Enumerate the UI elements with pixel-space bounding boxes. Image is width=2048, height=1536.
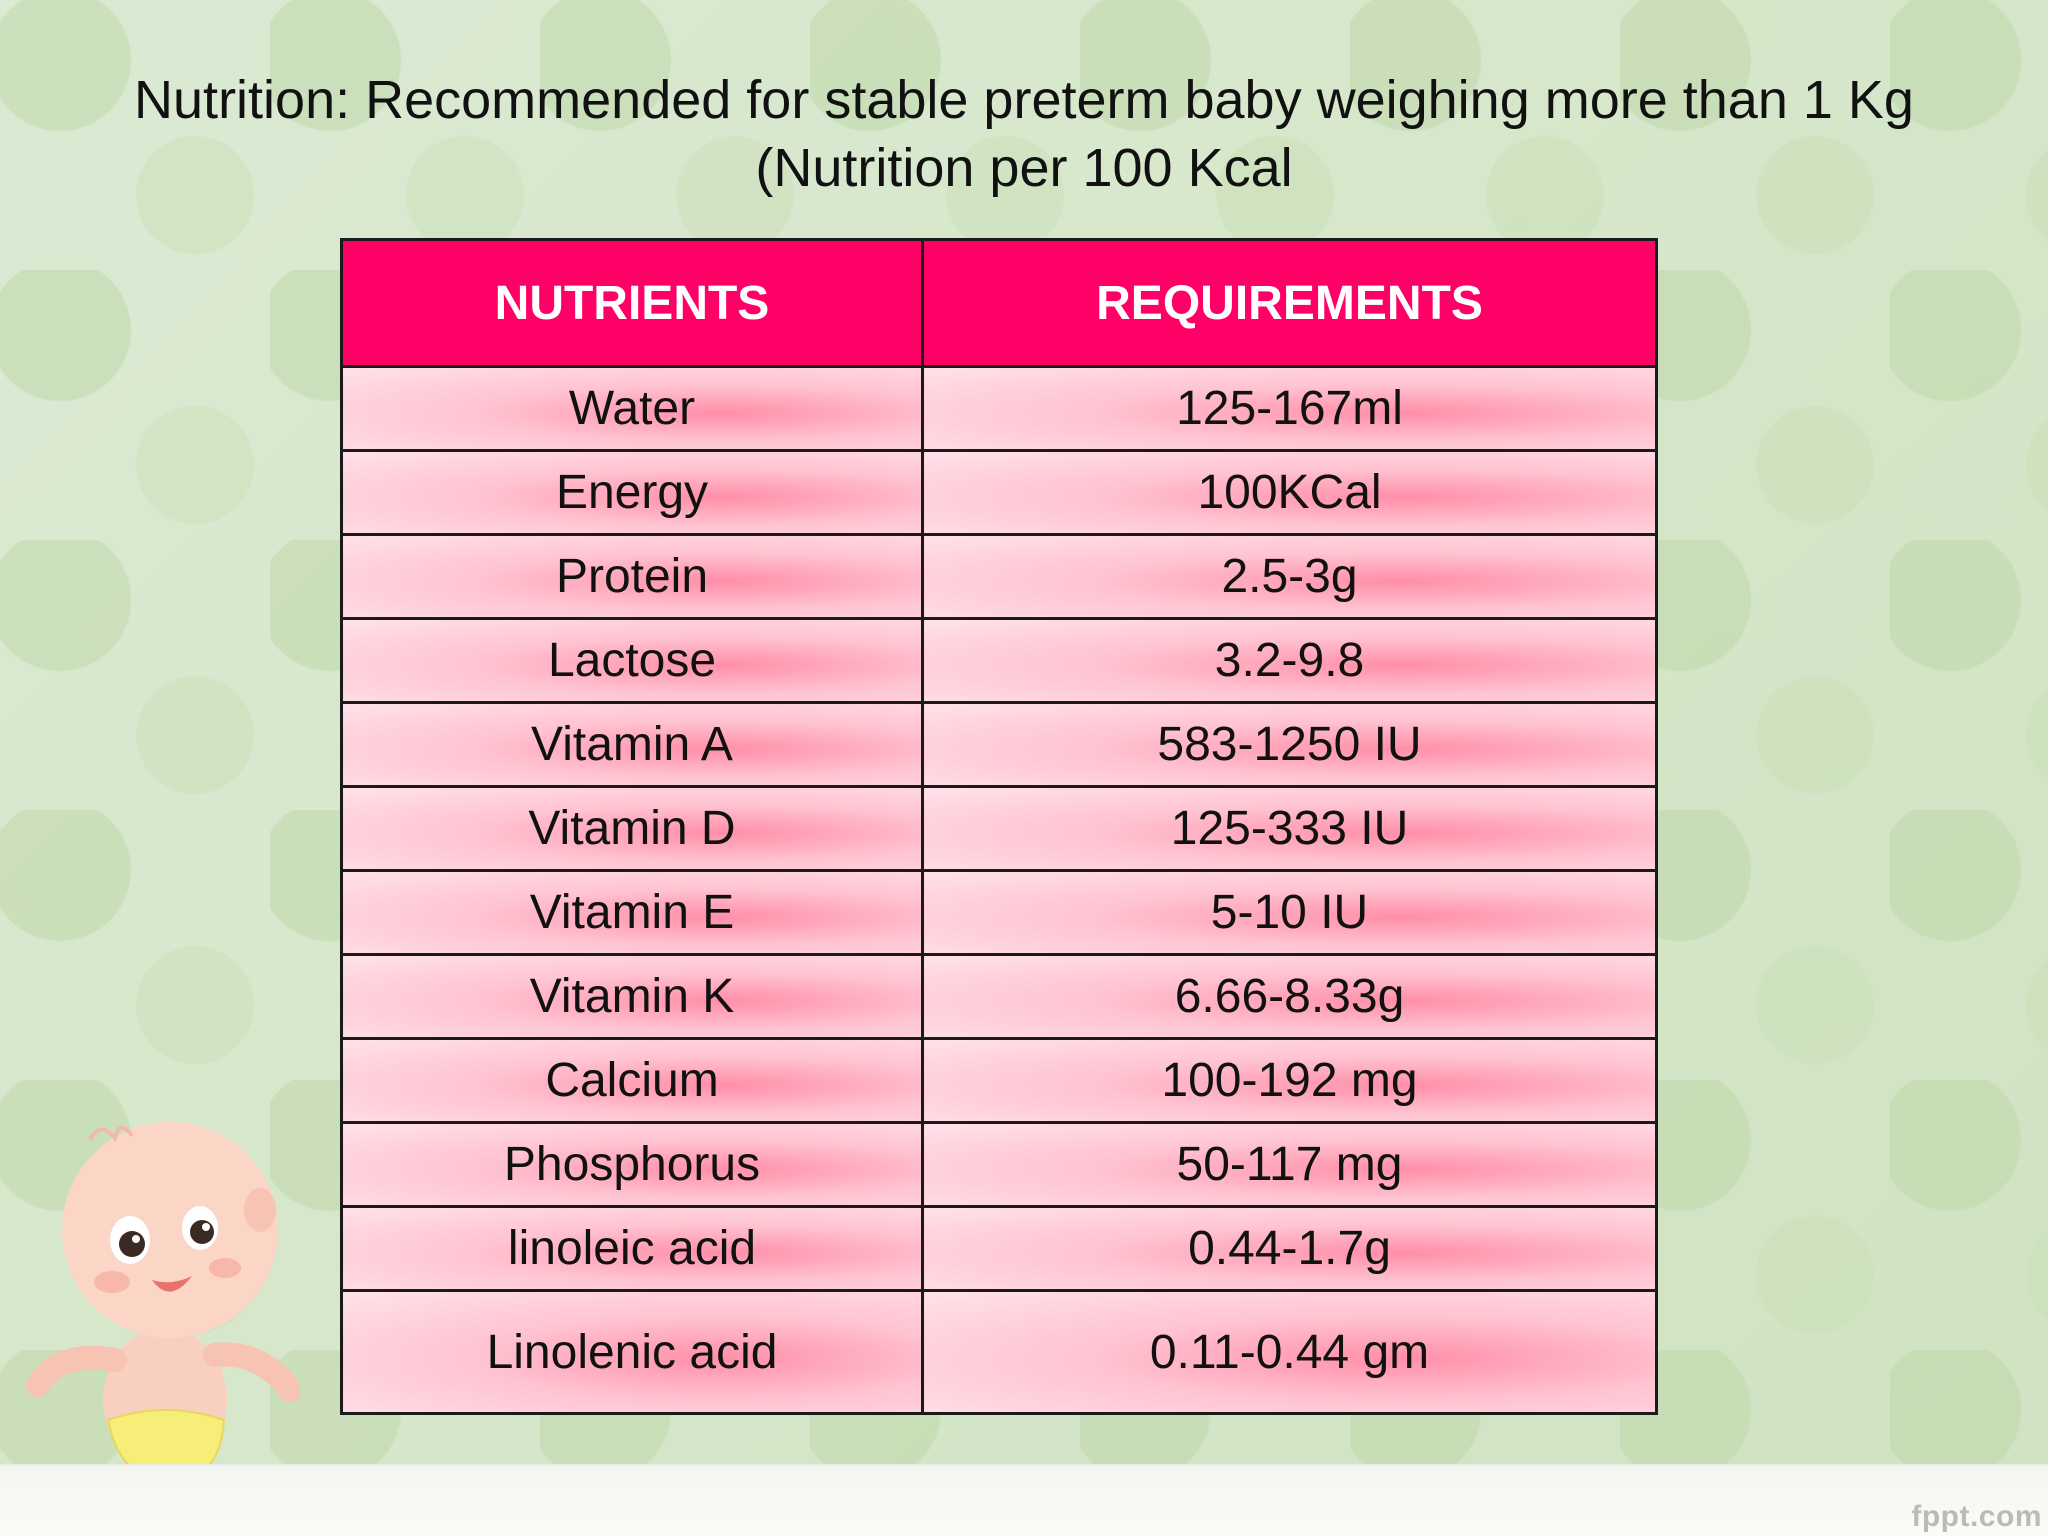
nutrient-cell: Linolenic acid xyxy=(340,1289,924,1415)
requirement-cell: 100-192 mg xyxy=(921,1037,1658,1124)
nutrient-cell: Vitamin E xyxy=(340,869,924,956)
table-row: Lactose 3.2-9.8 xyxy=(340,617,1658,704)
nutrient-cell: Calcium xyxy=(340,1037,924,1124)
nutrient-cell: Protein xyxy=(340,533,924,620)
brand-watermark: fppt.com xyxy=(1911,1500,2042,1533)
table-row: Phosphorus 50-117 mg xyxy=(340,1121,1658,1208)
table-row: Vitamin D 125-333 IU xyxy=(340,785,1658,872)
requirement-cell: 100KCal xyxy=(921,449,1658,536)
requirement-cell: 6.66-8.33g xyxy=(921,953,1658,1040)
table-row: Calcium 100-192 mg xyxy=(340,1037,1658,1124)
nutrient-cell: Energy xyxy=(340,449,924,536)
requirement-cell: 3.2-9.8 xyxy=(921,617,1658,704)
nutrition-table: NUTRIENTS REQUIREMENTS Water 125-167ml E… xyxy=(340,238,1658,1415)
requirement-cell: 5-10 IU xyxy=(921,869,1658,956)
requirement-cell: 0.11-0.44 gm xyxy=(921,1289,1658,1415)
table-row: Vitamin A 583-1250 IU xyxy=(340,701,1658,788)
nutrient-cell: Vitamin K xyxy=(340,953,924,1040)
table-row: Energy 100KCal xyxy=(340,449,1658,536)
header-requirements: REQUIREMENTS xyxy=(921,238,1658,368)
requirement-cell: 125-167ml xyxy=(921,365,1658,452)
requirement-cell: 0.44-1.7g xyxy=(921,1205,1658,1292)
nutrient-cell: Vitamin A xyxy=(340,701,924,788)
nutrient-cell: Phosphorus xyxy=(340,1121,924,1208)
table-row: Vitamin K 6.66-8.33g xyxy=(340,953,1658,1040)
table-row: Linolenic acid 0.11-0.44 gm xyxy=(340,1289,1658,1415)
requirement-cell: 2.5-3g xyxy=(921,533,1658,620)
nutrient-cell: linoleic acid xyxy=(340,1205,924,1292)
table-row: Water 125-167ml xyxy=(340,365,1658,452)
header-nutrients: NUTRIENTS xyxy=(340,238,924,368)
requirement-cell: 125-333 IU xyxy=(921,785,1658,872)
table-row: linoleic acid 0.44-1.7g xyxy=(340,1205,1658,1292)
table-row: Vitamin E 5-10 IU xyxy=(340,869,1658,956)
nutrient-cell: Lactose xyxy=(340,617,924,704)
table-row: Protein 2.5-3g xyxy=(340,533,1658,620)
table-header-row: NUTRIENTS REQUIREMENTS xyxy=(340,238,1658,368)
footer-band: fppt.com xyxy=(0,1464,2048,1536)
nutrient-cell: Water xyxy=(340,365,924,452)
requirement-cell: 50-117 mg xyxy=(921,1121,1658,1208)
nutrient-cell: Vitamin D xyxy=(340,785,924,872)
requirement-cell: 583-1250 IU xyxy=(921,701,1658,788)
slide-title: Nutrition: Recommended for stable preter… xyxy=(134,70,1914,198)
